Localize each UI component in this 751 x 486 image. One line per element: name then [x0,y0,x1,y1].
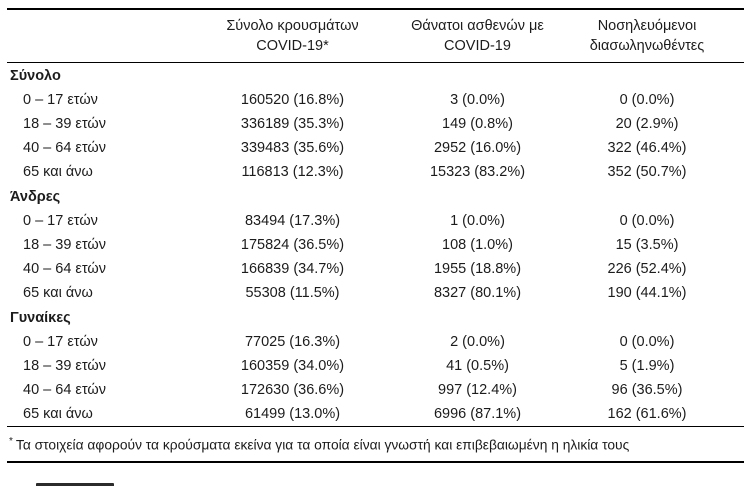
intubated-cell: 0 (0.0%) [619,213,675,229]
group-label-total: Σύνολο [10,68,61,84]
group-row-total: Σύνολο [7,63,744,89]
intubated-cell: 352 (50.7%) [607,164,687,180]
age-label: 0 – 17 ετών [23,213,98,229]
deaths-cell: 3 (0.0%) [450,92,505,108]
report-page: Σύνολο κρουσμάτων COVID-19* Θάνατοι ασθε… [0,8,751,486]
cases-cell: 83494 (17.3%) [244,213,341,229]
age-label: 18 – 39 ετών [23,358,106,374]
deaths-cell: 8327 (80.1%) [433,285,522,301]
age-label: 18 – 39 ετών [23,116,106,132]
table-row: 0 – 17 ετών 160520 (16.8%) 3 (0.0%) 0 (0… [7,88,744,112]
column-header-deaths-line1: Θάνατοι ασθενών με [411,18,544,34]
deaths-cell: 149 (0.8%) [442,116,513,132]
column-header-intubated-line1: Νοσηλευόμενοι [597,18,697,34]
cases-cell: 172630 (36.6%) [240,382,345,398]
table-header: Σύνολο κρουσμάτων COVID-19* Θάνατοι ασθε… [7,9,744,63]
age-label: 40 – 64 ετών [23,382,106,398]
table-row: 65 και άνω 55308 (11.5%) 8327 (80.1%) 19… [7,281,744,305]
table-footnote: * Τα στοιχεία αφορούν τα κρούσματα εκείνα… [7,426,744,463]
cases-cell: 61499 (13.0%) [244,406,341,422]
intubated-cell: 162 (61.6%) [607,406,687,422]
intubated-cell: 226 (52.4%) [607,261,687,277]
age-label: 0 – 17 ετών [23,92,98,108]
column-header-deaths-line2: COVID-19 [444,38,511,54]
intubated-cell: 190 (44.1%) [607,285,687,301]
group-row-women: Γυναίκες [7,305,744,330]
column-header-deaths: Θάνατοι ασθενών με COVID-19 [405,9,550,63]
table-row: 40 – 64 ετών 166839 (34.7%) 1955 (18.8%)… [7,257,744,281]
intubated-cell: 5 (1.9%) [619,358,675,374]
cases-cell: 166839 (34.7%) [240,261,345,277]
table-row: 18 – 39 ετών 160359 (34.0%) 41 (0.5%) 5 … [7,354,744,378]
cases-cell: 160520 (16.8%) [240,92,345,108]
column-header-cases-line2: COVID-19* [256,38,329,54]
intubated-cell: 15 (3.5%) [615,237,679,253]
deaths-cell: 41 (0.5%) [446,358,509,374]
deaths-cell: 6996 (87.1%) [433,406,522,422]
intubated-cell: 322 (46.4%) [607,140,687,156]
deaths-cell: 108 (1.0%) [442,237,513,253]
cases-cell: 55308 (11.5%) [245,285,340,301]
deaths-cell: 997 (12.4%) [438,382,517,398]
table-row: 0 – 17 ετών 77025 (16.3%) 2 (0.0%) 0 (0.… [7,330,744,354]
age-label: 18 – 39 ετών [23,237,106,253]
cases-cell: 339483 (35.6%) [240,140,345,156]
deaths-cell: 1 (0.0%) [450,213,505,229]
group-label-women: Γυναίκες [10,310,71,326]
table-row: 65 και άνω 116813 (12.3%) 15323 (83.2%) … [7,160,744,184]
cases-cell: 336189 (35.3%) [240,116,345,132]
table-row: 0 – 17 ετών 83494 (17.3%) 1 (0.0%) 0 (0.… [7,209,744,233]
covid-age-table: Σύνολο κρουσμάτων COVID-19* Θάνατοι ασθε… [7,8,744,426]
group-label-men: Άνδρες [10,189,61,205]
footnote-text: Τα στοιχεία αφορούν τα κρούσματα εκείνα … [15,437,630,453]
intubated-cell: 20 (2.9%) [615,116,679,132]
column-header-cases-line1: Σύνολο κρουσμάτων [226,18,359,34]
deaths-cell: 15323 (83.2%) [429,164,526,180]
table-body: Σύνολο 0 – 17 ετών 160520 (16.8%) 3 (0.0… [7,63,744,427]
column-header-cases: Σύνολο κρουσμάτων COVID-19* [180,9,405,63]
empty-header-cell [7,9,180,63]
column-header-intubated: Νοσηλευόμενοι διασωληνωθέντες [550,9,744,63]
header-row: Σύνολο κρουσμάτων COVID-19* Θάνατοι ασθε… [7,9,744,63]
age-label: 65 και άνω [23,285,93,301]
table-row: 18 – 39 ετών 175824 (36.5%) 108 (1.0%) 1… [7,233,744,257]
column-header-intubated-line2: διασωληνωθέντες [589,38,705,54]
table-row: 18 – 39 ετών 336189 (35.3%) 149 (0.8%) 2… [7,112,744,136]
age-label: 65 και άνω [23,164,93,180]
age-label: 0 – 17 ετών [23,334,98,350]
group-row-men: Άνδρες [7,184,744,209]
age-label: 65 και άνω [23,406,93,422]
table-row: 40 – 64 ετών 172630 (36.6%) 997 (12.4%) … [7,378,744,402]
deaths-cell: 2952 (16.0%) [433,140,522,156]
age-label: 40 – 64 ετών [23,140,106,156]
footnote-marker: * [9,436,13,447]
intubated-cell: 96 (36.5%) [611,382,683,398]
next-content-fragment [36,483,114,486]
deaths-cell: 1955 (18.8%) [433,261,522,277]
intubated-cell: 0 (0.0%) [619,334,675,350]
deaths-cell: 2 (0.0%) [450,334,505,350]
cases-cell: 116813 (12.3%) [241,164,344,180]
intubated-cell: 0 (0.0%) [619,92,675,108]
cases-cell: 160359 (34.0%) [240,358,345,374]
table-row: 40 – 64 ετών 339483 (35.6%) 2952 (16.0%)… [7,136,744,160]
age-label: 40 – 64 ετών [23,261,106,277]
cases-cell: 175824 (36.5%) [240,237,345,253]
table-row: 65 και άνω 61499 (13.0%) 6996 (87.1%) 16… [7,402,744,426]
cases-cell: 77025 (16.3%) [244,334,341,350]
